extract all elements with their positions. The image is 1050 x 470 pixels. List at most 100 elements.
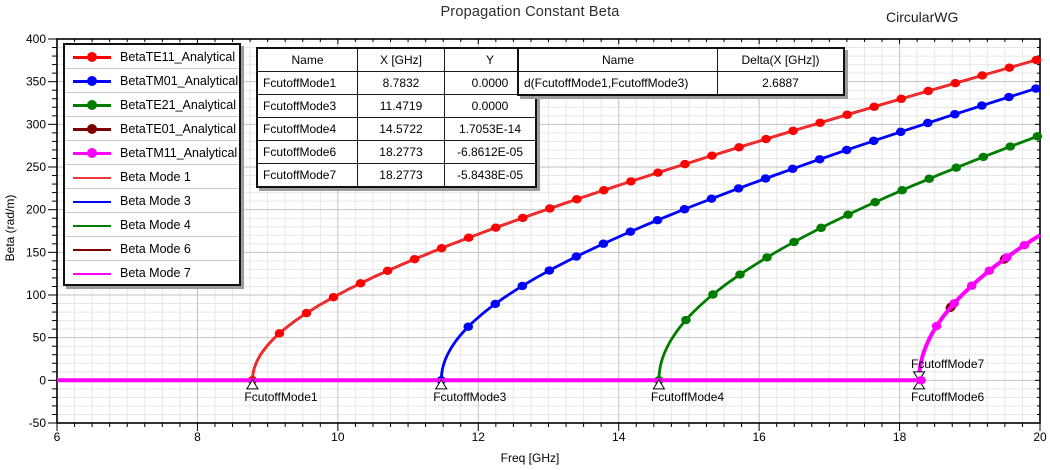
legend-item-beta-mode-3[interactable]: Beta Mode 3: [65, 189, 239, 213]
table-row: FcutoffMode3 11.4719 0.0000: [256, 94, 537, 118]
table-row: FcutoffMode7 18.2773 -5.8438E-05: [256, 163, 537, 188]
table-row: FcutoffMode6 18.2773 -6.8612E-05: [256, 140, 537, 164]
marker-name-cell: FcutoffMode6: [256, 140, 358, 164]
legend-label: BetaTM01_Analytical: [120, 73, 239, 88]
tm11-cutoff-marker: [916, 376, 926, 385]
marker-value-cell: 0.0000: [444, 94, 537, 118]
column-header: Name: [517, 47, 718, 72]
cutoff-hourglass-top[interactable]: [912, 371, 926, 382]
marker-value-cell: 14.5722: [357, 117, 445, 141]
table-row: d(FcutoffMode1,FcutoffMode3) 2.6887: [517, 71, 845, 96]
y-axis-title: Beta (rad/m): [3, 195, 17, 262]
legend-item-beta-mode-6[interactable]: Beta Mode 6: [65, 237, 239, 261]
svg-text:300: 300: [26, 117, 46, 131]
legend-label: BetaTE21_Analytical: [120, 97, 237, 112]
svg-text:100: 100: [26, 288, 46, 302]
legend-item-betate01-analytical[interactable]: BetaTE01_Analytical: [65, 117, 239, 141]
x-tick-labels: 6 8 10 12 14 16 18 20: [54, 430, 1047, 444]
svg-text:10: 10: [331, 430, 345, 444]
legend-item-betatm01-analytical[interactable]: BetaTM01_Analytical: [65, 69, 239, 93]
legend-label: Beta Mode 4: [120, 217, 191, 232]
cutoff-label: FcutoffMode7: [911, 357, 984, 371]
svg-text:14: 14: [612, 430, 626, 444]
legend-label: Beta Mode 7: [120, 265, 191, 280]
svg-text:0: 0: [39, 373, 46, 387]
column-header: Delta(X [GHz]): [717, 47, 845, 72]
svg-text:250: 250: [26, 160, 46, 174]
marker-value-cell: 11.4719: [357, 94, 445, 118]
legend-line-swatch: [73, 243, 111, 255]
cutoff-triangle-marker[interactable]: [434, 378, 448, 390]
markers-BetaTE11_Analytical: [247, 55, 1042, 385]
marker-name-cell: FcutoffMode3: [256, 94, 358, 118]
marker-value-cell: -5.8438E-05: [444, 163, 537, 188]
delta-marker-table[interactable]: Name Delta(X [GHz]) d(FcutoffMode1,Fcutoff…: [517, 47, 845, 96]
legend-line-marker-swatch: [73, 51, 111, 63]
cutoff-label: FcutoffMode1: [244, 390, 317, 404]
cutoff-marker-table[interactable]: Name X [GHz] Y FcutoffMode1 8.7832 0.0000 Fcut…: [256, 47, 537, 188]
marker-name-cell: FcutoffMode1: [256, 71, 358, 95]
legend-line-swatch: [73, 171, 111, 183]
table-row: FcutoffMode4 14.5722 1.7053E-14: [256, 117, 537, 141]
y-tick-labels: -50 0 50 100 150 200 250 300 350 400: [26, 32, 46, 430]
svg-text:150: 150: [26, 245, 46, 259]
svg-text:6: 6: [54, 430, 61, 444]
cutoff-label: FcutoffMode4: [651, 390, 724, 404]
x-axis-title: Freq [GHz]: [501, 451, 560, 465]
svg-text:350: 350: [26, 75, 46, 89]
legend-line-marker-swatch: [73, 147, 111, 159]
legend-item-betate21-analytical[interactable]: BetaTE21_Analytical: [65, 93, 239, 117]
legend-line-marker-swatch: [73, 123, 111, 135]
marker-name-cell: FcutoffMode7: [256, 163, 358, 188]
legend-label: BetaTE01_Analytical: [120, 121, 237, 136]
legend-label: BetaTE11_Analytical: [120, 49, 236, 64]
svg-text:16: 16: [752, 430, 766, 444]
chart-title: Propagation Constant Beta: [440, 4, 620, 20]
curve-Beta Mode 4: [57, 134, 1041, 382]
marker-name-cell: FcutoffMode4: [256, 117, 358, 141]
curve-Beta Mode 1: [57, 58, 1041, 382]
markers-BetaTM11_Analytical: [931, 241, 1030, 331]
legend-line-marker-swatch: [73, 75, 111, 87]
cutoff-triangle-marker[interactable]: [246, 378, 259, 390]
legend: BetaTE11_Analytical BetaTM01_Analytical Be…: [63, 43, 241, 286]
cutoff-label: FcutoffMode3: [433, 390, 506, 404]
marker-value-cell: 2.6887: [717, 71, 845, 96]
legend-label: Beta Mode 1: [120, 169, 191, 184]
cutoff-label: FcutoffMode6: [911, 390, 984, 404]
markers-BetaTE21_Analytical: [654, 132, 1043, 385]
legend-item-betate11-analytical[interactable]: BetaTE11_Analytical: [65, 45, 239, 69]
legend-item-beta-mode-7[interactable]: Beta Mode 7: [65, 261, 239, 284]
legend-label: BetaTM11_Analytical: [120, 145, 238, 160]
svg-text:200: 200: [26, 203, 46, 217]
svg-text:18: 18: [893, 430, 907, 444]
curve-Beta Mode 3: [57, 86, 1041, 382]
marker-value-cell: 8.7832: [357, 71, 445, 95]
legend-item-beta-mode-1[interactable]: Beta Mode 1: [65, 165, 239, 189]
table-row: FcutoffMode1 8.7832 0.0000: [256, 71, 537, 95]
cutoff-annotations: FcutoffMode1 FcutoffMode3 FcutoffMode4 Fcut…: [244, 357, 984, 404]
legend-line-swatch: [73, 195, 111, 207]
svg-text:400: 400: [26, 32, 46, 46]
cutoff-hourglass-bottom[interactable]: [912, 379, 926, 390]
cutoff-triangle-marker[interactable]: [652, 378, 666, 390]
legend-label: Beta Mode 3: [120, 193, 191, 208]
legend-line-swatch: [73, 267, 111, 279]
column-header: Name: [256, 47, 358, 72]
marker-value-cell: 18.2773: [357, 163, 445, 188]
legend-line-swatch: [73, 219, 111, 231]
svg-text:-50: -50: [29, 416, 47, 430]
legend-label: Beta Mode 6: [120, 241, 191, 256]
svg-text:12: 12: [472, 430, 486, 444]
markers-BetaTM01_Analytical: [436, 84, 1041, 385]
svg-text:8: 8: [194, 430, 201, 444]
legend-item-beta-mode-4[interactable]: Beta Mode 4: [65, 213, 239, 237]
legend-line-marker-swatch: [73, 99, 111, 111]
marker-name-cell: d(FcutoffMode1,FcutoffMode3): [517, 71, 718, 96]
svg-text:50: 50: [33, 331, 47, 345]
svg-text:20: 20: [1033, 430, 1047, 444]
project-label: CircularWG: [886, 9, 959, 25]
column-header: X [GHz]: [357, 47, 445, 72]
legend-item-betatm11-analytical[interactable]: BetaTM11_Analytical: [65, 141, 239, 165]
